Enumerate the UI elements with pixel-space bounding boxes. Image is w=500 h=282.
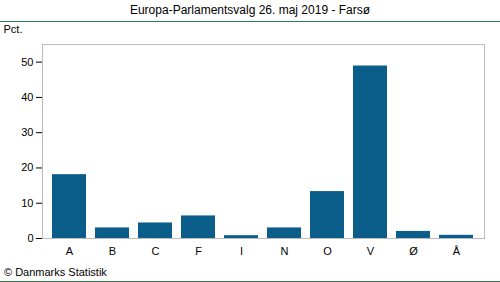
- svg-text:O: O: [323, 245, 332, 257]
- svg-text:Å: Å: [453, 245, 461, 257]
- svg-text:I: I: [240, 245, 243, 257]
- svg-text:C: C: [152, 245, 160, 257]
- svg-text:N: N: [281, 245, 289, 257]
- svg-text:B: B: [109, 245, 116, 257]
- svg-text:50: 50: [21, 56, 33, 68]
- svg-text:F: F: [195, 245, 202, 257]
- svg-text:20: 20: [21, 161, 33, 173]
- svg-text:V: V: [367, 245, 375, 257]
- svg-text:0: 0: [27, 232, 33, 244]
- svg-text:Ø: Ø: [409, 245, 418, 257]
- svg-text:30: 30: [21, 126, 33, 138]
- svg-text:A: A: [66, 245, 74, 257]
- svg-text:40: 40: [21, 91, 33, 103]
- svg-text:Pct.: Pct.: [4, 23, 23, 35]
- html-text:Europa-Parlamentsvalg 26. maj: Europa-Parlamentsvalg 26. maj 2019 - Far…: [129, 3, 370, 17]
- svg-text:10: 10: [21, 197, 33, 209]
- html-text:© Danmarks Statistik: © Danmarks Statistik: [4, 266, 107, 278]
